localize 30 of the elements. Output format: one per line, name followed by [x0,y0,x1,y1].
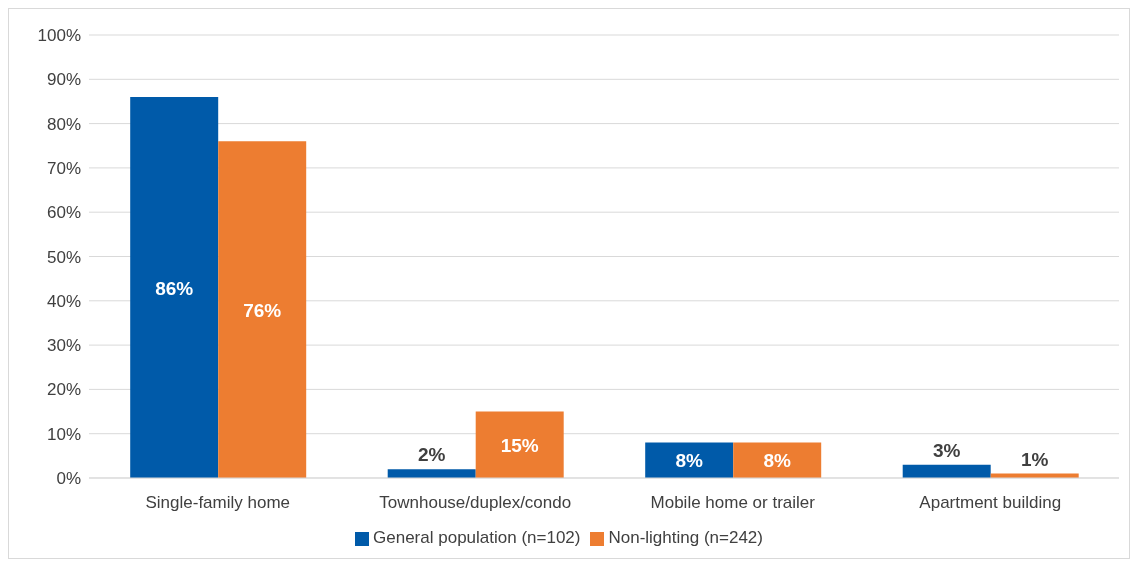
y-tick-label: 50% [46,247,81,267]
y-tick-label: 100% [37,26,81,46]
bar [475,411,564,478]
bar [130,97,219,478]
data-label: 86% [155,277,194,299]
bar [387,469,476,478]
x-tick-label: Mobile home or trailer [650,493,816,513]
y-tick-label: 20% [46,380,81,400]
data-label: 2% [417,444,446,466]
legend-label: Non-lighting (n=242) [608,528,763,547]
y-tick-label: 80% [46,114,81,134]
x-tick-label: Single-family home [145,493,291,513]
x-tick-label: Townhouse/duplex/condo [379,493,572,513]
x-tick-label: Apartment building [919,493,1062,513]
y-tick-label: 30% [46,336,81,356]
data-label: 8% [763,450,792,472]
y-tick-label: 60% [46,203,81,223]
bar [218,141,307,478]
y-tick-label: 0% [56,469,81,489]
bar [902,464,991,478]
data-label: 3% [932,439,961,461]
y-tick-label: 40% [46,291,81,311]
y-tick-label: 70% [46,158,81,178]
y-tick-label: 90% [46,70,81,90]
data-label: 76% [243,299,282,321]
legend-label: General population (n=102) [373,528,581,547]
data-label: 15% [500,434,539,456]
data-label: 8% [675,450,704,472]
y-tick-label: 10% [46,424,81,444]
data-label: 1% [1020,448,1049,470]
